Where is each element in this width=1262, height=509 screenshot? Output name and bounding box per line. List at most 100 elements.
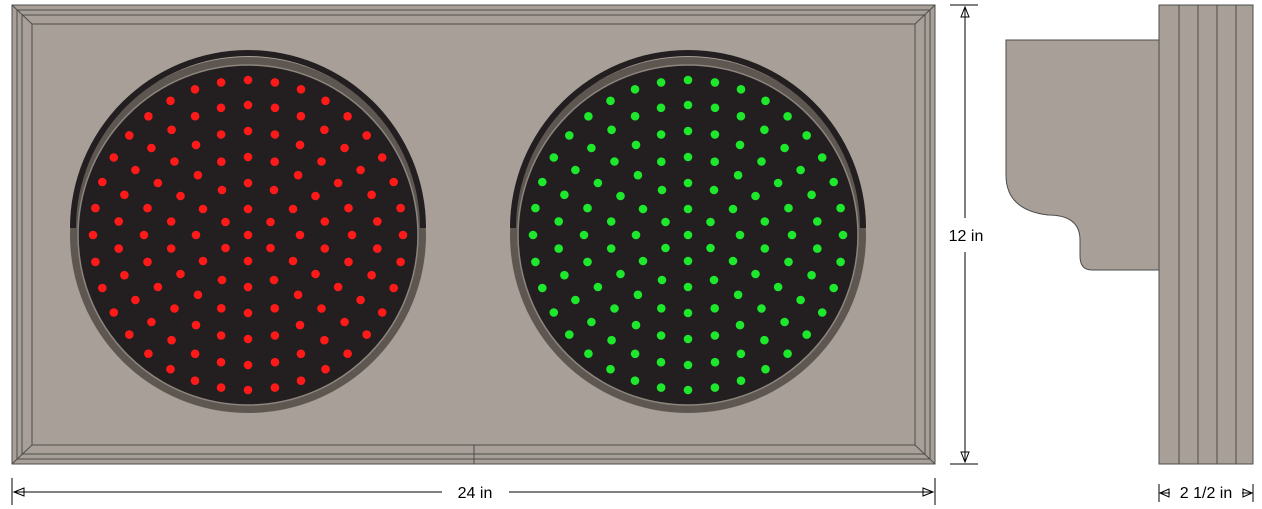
red-led [311,191,320,201]
green-led [587,317,596,327]
red-led [373,217,382,226]
green-led [631,140,641,150]
green-led [760,335,769,345]
green-led [836,203,845,213]
green-led [683,282,693,292]
red-led [266,217,275,227]
green-led [783,112,792,121]
red-led [347,230,357,240]
red-led [98,283,107,293]
red-led [217,157,226,166]
green-led [780,317,789,327]
green-led [761,96,770,106]
green-led [656,130,666,139]
red-led [296,85,306,94]
red-led [293,170,303,180]
red-led [125,330,134,339]
red-led [270,304,280,313]
red-led [166,96,175,106]
green-led [560,270,569,280]
red-led [295,140,305,150]
green-led [751,191,760,201]
red-led [91,257,100,267]
red-led [243,385,253,395]
red-led [216,383,226,392]
green-signal [510,50,866,413]
green-led [657,185,667,195]
front-view [11,4,936,465]
green-led [656,357,666,367]
green-led [528,230,538,240]
red-led [243,100,253,110]
red-led [114,217,123,226]
red-led [191,140,201,150]
red-led [153,178,163,188]
green-led [784,257,793,267]
red-led [217,275,227,285]
red-led [143,257,152,267]
green-led [783,349,792,359]
red-led [396,257,405,267]
green-led [638,204,648,214]
green-led [683,334,693,344]
red-led [120,190,129,200]
red-led [270,331,280,340]
green-led [560,190,569,200]
green-led [583,257,592,267]
red-led [191,320,201,330]
red-led [320,125,329,135]
green-led [817,308,827,317]
green-led [630,111,640,121]
red-led [147,317,156,327]
red-led [396,203,405,213]
green-led [606,244,616,253]
red-led [125,131,134,140]
green-led [538,177,547,187]
red-led [344,257,353,267]
green-led [796,295,805,305]
green-led [587,143,596,153]
green-led [838,230,848,240]
green-led [709,275,719,285]
green-led [656,78,666,87]
red-led [243,308,253,318]
green-led [616,191,625,201]
green-led [616,269,625,279]
green-led [683,152,693,162]
red-led [221,243,230,253]
green-led [565,330,574,339]
red-led [139,230,149,240]
green-led [661,243,670,253]
green-led [784,203,793,213]
red-led [377,308,387,317]
green-led [606,217,616,226]
width-dimension: 24 in [11,478,936,505]
red-led [269,185,279,195]
green-led [683,360,693,370]
red-led [362,330,372,339]
green-led [606,364,615,374]
green-led [773,178,783,188]
red-led [120,270,129,280]
red-led [88,230,98,240]
red-led [243,204,253,214]
green-led [656,331,666,340]
red-led [343,112,352,121]
green-led [683,75,693,85]
red-led [320,335,329,345]
green-led [607,335,616,345]
red-led [166,217,176,226]
green-led [683,230,693,240]
red-led [270,103,280,113]
red-led [216,357,226,367]
green-led [531,257,540,267]
red-led [190,85,200,94]
green-led [657,304,666,313]
red-led [270,357,280,367]
red-led [190,349,200,359]
green-led [610,157,619,166]
green-led [571,295,580,305]
red-led [198,256,208,266]
green-led [710,357,720,367]
red-led [243,178,253,188]
